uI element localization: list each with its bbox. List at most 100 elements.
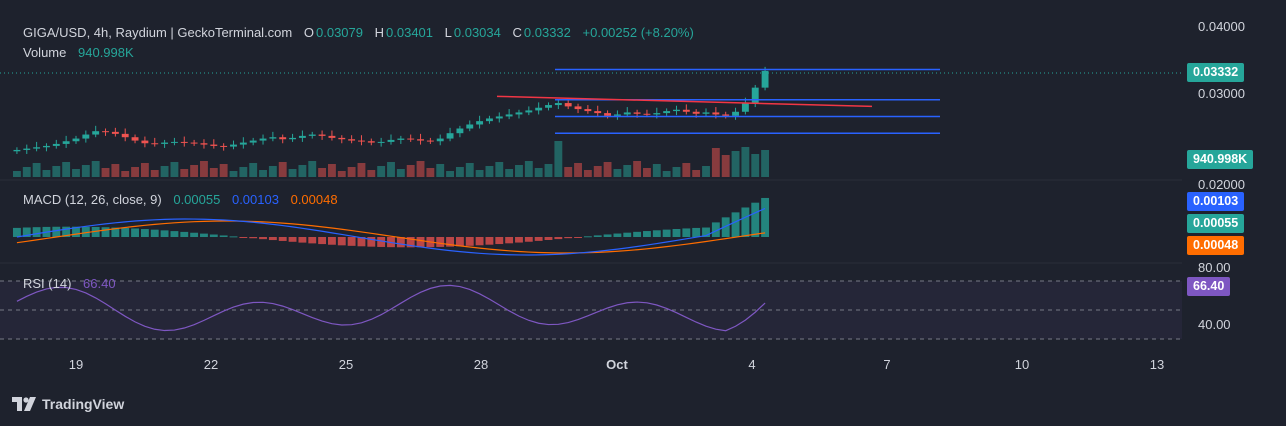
macd-lines	[16, 207, 766, 256]
macd-hist-bar	[465, 237, 474, 246]
macd-hist-bar	[446, 237, 455, 247]
candle-body	[259, 138, 267, 141]
volume-bar	[652, 164, 661, 177]
volume-bar	[12, 171, 21, 177]
candle-body	[564, 103, 572, 107]
candle-body	[633, 112, 641, 114]
rsi-badge: 66.40	[1187, 277, 1231, 296]
candle-body	[761, 70, 769, 88]
volume-bar	[308, 161, 317, 177]
macd-value: 0.00103	[231, 192, 279, 207]
candle-body	[190, 142, 198, 144]
volume-bar	[229, 171, 238, 177]
tradingview-logo[interactable]: TradingView	[12, 396, 124, 412]
macd-hist-bar	[367, 237, 376, 247]
macd-hist-bar	[52, 226, 61, 237]
volume-bar	[751, 154, 760, 177]
macd-hist-bar	[505, 237, 514, 244]
volume-bar	[377, 166, 386, 177]
close-label: C	[512, 25, 522, 40]
candle-body	[515, 112, 523, 115]
rsi-label: RSI (14)	[23, 276, 72, 291]
macd-line	[16, 207, 766, 256]
macd-hist-bar	[81, 226, 90, 237]
candle-body	[121, 133, 129, 138]
volume-bar	[544, 164, 553, 177]
candle-body	[741, 103, 749, 112]
candle-body	[456, 128, 464, 134]
candle-body	[663, 111, 671, 114]
macd-hist-bar	[268, 237, 277, 241]
macd-hist-bar	[278, 237, 287, 241]
macd-hist-bar	[406, 237, 415, 248]
open-label: O	[303, 25, 314, 40]
candle-body	[220, 145, 228, 147]
volume-legend: Volume 940.998K	[23, 45, 136, 60]
macd-hist-bar	[239, 237, 248, 238]
macd-hist-bar	[249, 237, 258, 239]
volume-bar	[62, 162, 71, 177]
candle-body	[72, 138, 80, 142]
candle-body	[131, 137, 139, 141]
candle-body	[426, 140, 434, 142]
candle-body	[692, 111, 700, 114]
candle-body	[141, 140, 149, 144]
volume-bar	[111, 164, 120, 177]
candle-body	[584, 109, 592, 112]
macd-hist-bar	[564, 237, 573, 239]
macd-hist-bar	[209, 234, 218, 237]
volume-bars	[12, 141, 770, 177]
volume-bar	[337, 171, 346, 177]
volume-bar	[387, 162, 395, 177]
macd-signal-line	[16, 220, 766, 254]
candle-body	[161, 142, 169, 144]
x-tick: Oct	[606, 357, 628, 372]
candle-body	[13, 149, 21, 152]
macd-hist-bar	[91, 226, 100, 237]
volume-bar	[249, 163, 258, 177]
macd-hist-bar	[131, 228, 139, 237]
trendline-segment	[496, 95, 873, 108]
candle-body	[446, 133, 454, 139]
candle-body	[111, 131, 119, 134]
candle-body	[298, 135, 306, 138]
candle-body	[722, 114, 730, 116]
volume-bar	[505, 169, 514, 177]
macd-hist-bar	[751, 202, 760, 237]
volume-bar	[357, 163, 366, 177]
macd-hist-bar	[731, 212, 740, 237]
x-tick: 10	[1014, 357, 1030, 372]
macd-hist-bar	[62, 226, 71, 237]
candle-body	[358, 140, 365, 142]
volume-bar	[446, 171, 455, 177]
macd-hist-bar	[357, 237, 366, 247]
price-tick: 0.04000	[1198, 19, 1245, 34]
candle-body	[673, 109, 680, 112]
volume-bar	[721, 155, 730, 177]
volume-bar	[633, 161, 642, 177]
volume-bar	[91, 161, 100, 177]
horizontal-levels[interactable]	[555, 68, 940, 134]
volume-bar	[81, 165, 90, 177]
volume-bar	[613, 169, 622, 177]
macd-hist-bar	[190, 232, 199, 237]
price-legend: GIGA/USD, 4h, Raydium | GeckoTerminal.co…	[23, 25, 696, 40]
volume-bar	[416, 161, 425, 177]
macd-hist-bar	[603, 234, 612, 237]
x-tick: 28	[473, 357, 489, 372]
volume-bar	[534, 168, 543, 177]
symbol-label: GIGA/USD, 4h, Raydium | GeckoTerminal.co…	[23, 25, 293, 40]
rsi-tick: 40.00	[1198, 317, 1231, 332]
macd-badge: 0.00103	[1187, 192, 1245, 211]
trendline[interactable]	[496, 95, 873, 108]
macd-hist-bar	[150, 229, 159, 237]
volume-bar	[288, 169, 297, 177]
volume-bar	[495, 162, 504, 177]
candle-body	[52, 143, 60, 146]
volume-bar	[200, 161, 208, 177]
volume-bar	[209, 168, 218, 177]
candles	[13, 66, 769, 154]
macd-hist-bar	[583, 236, 592, 238]
volume-bar	[662, 171, 671, 177]
